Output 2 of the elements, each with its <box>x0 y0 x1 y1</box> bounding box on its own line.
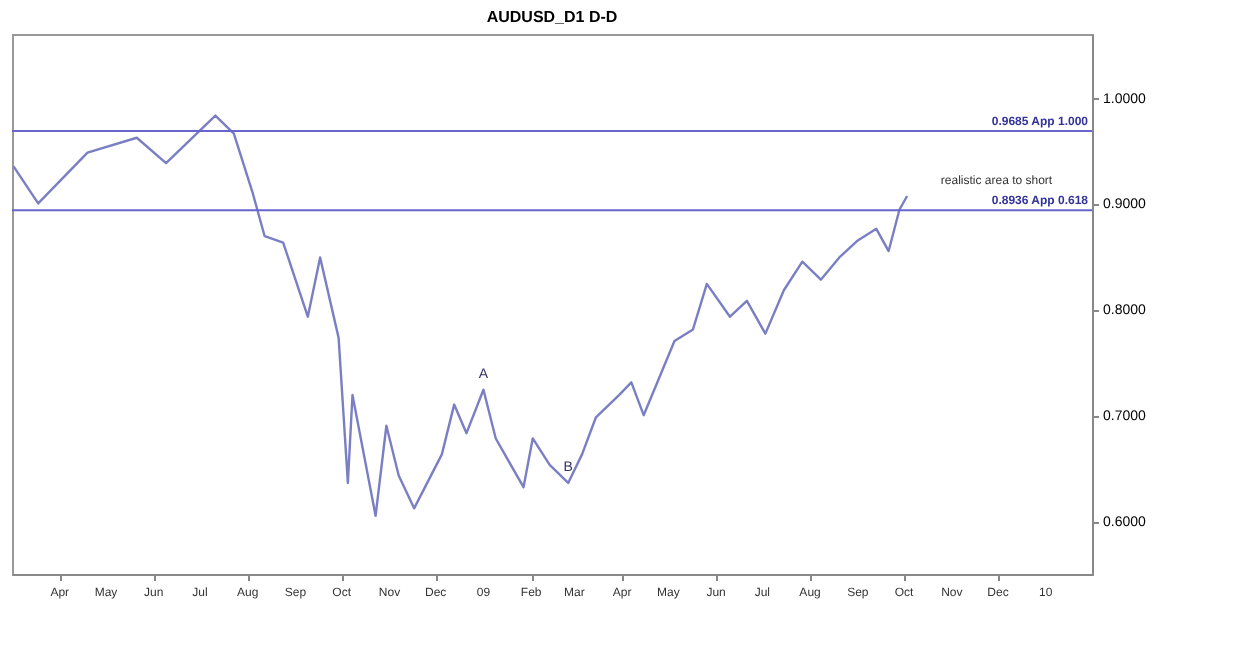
chart-title: AUDUSD_D1 D-D <box>486 8 618 26</box>
line-series <box>12 114 909 517</box>
